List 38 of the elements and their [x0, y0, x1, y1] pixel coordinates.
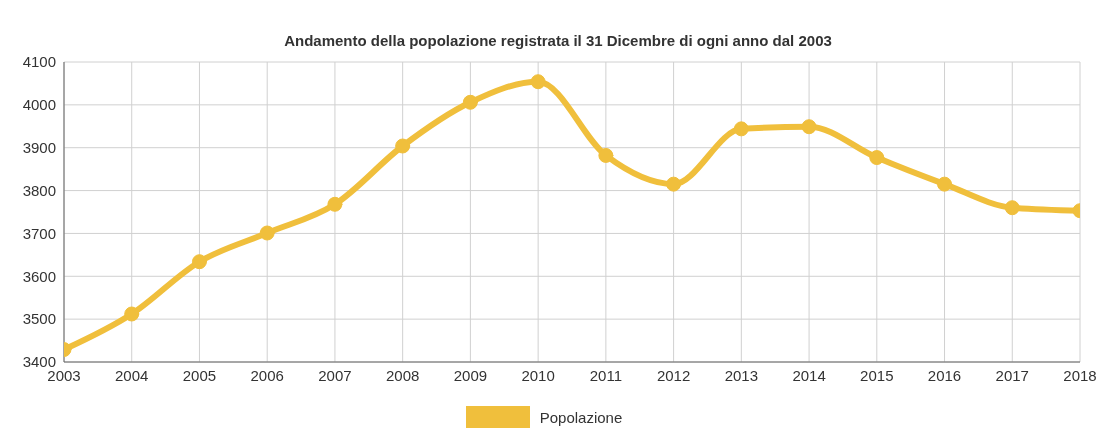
point [395, 138, 411, 154]
y-tick-label: 3600 [22, 267, 56, 285]
point [124, 306, 140, 322]
x-tick-label: 2018 [1063, 366, 1097, 384]
legend-label: Popolazione [539, 408, 623, 426]
point [801, 119, 817, 135]
point [462, 94, 478, 110]
point [869, 150, 885, 166]
point [530, 74, 546, 90]
x-tick-label: 2010 [521, 366, 555, 384]
x-tick-label: 2004 [115, 366, 149, 384]
point [191, 254, 207, 270]
x-tick-label: 2005 [182, 366, 217, 384]
x-tick-label: 2012 [656, 366, 691, 384]
chart-title: Andamento della popolazione registrata il 31 Dicembre di ogni anno dal 2003 [283, 31, 833, 51]
point [1004, 200, 1020, 216]
point [598, 147, 614, 163]
point [937, 176, 953, 192]
x-tick-label: 2009 [453, 366, 488, 384]
point [259, 225, 275, 241]
y-tick-label: 4100 [22, 53, 56, 71]
x-tick-label: 2016 [927, 366, 962, 384]
point [733, 121, 749, 137]
y-tick-label: 3900 [22, 139, 56, 157]
point [666, 176, 682, 192]
y-tick-label: 3800 [22, 181, 56, 199]
x-tick-label: 2015 [860, 366, 894, 384]
x-tick-label: 2013 [724, 366, 759, 384]
y-tick-label: 3700 [22, 224, 56, 242]
y-tick-label: 4000 [22, 96, 56, 114]
point [327, 196, 343, 212]
x-tick-label: 2014 [792, 366, 826, 384]
x-tick-label: 2011 [589, 366, 622, 384]
y-tick-label: 3500 [22, 310, 56, 328]
x-tick-label: 2017 [995, 366, 1029, 384]
x-tick-label: 2006 [250, 366, 284, 384]
x-tick-label: 2007 [318, 366, 352, 384]
x-tick-label: 2008 [385, 366, 420, 384]
